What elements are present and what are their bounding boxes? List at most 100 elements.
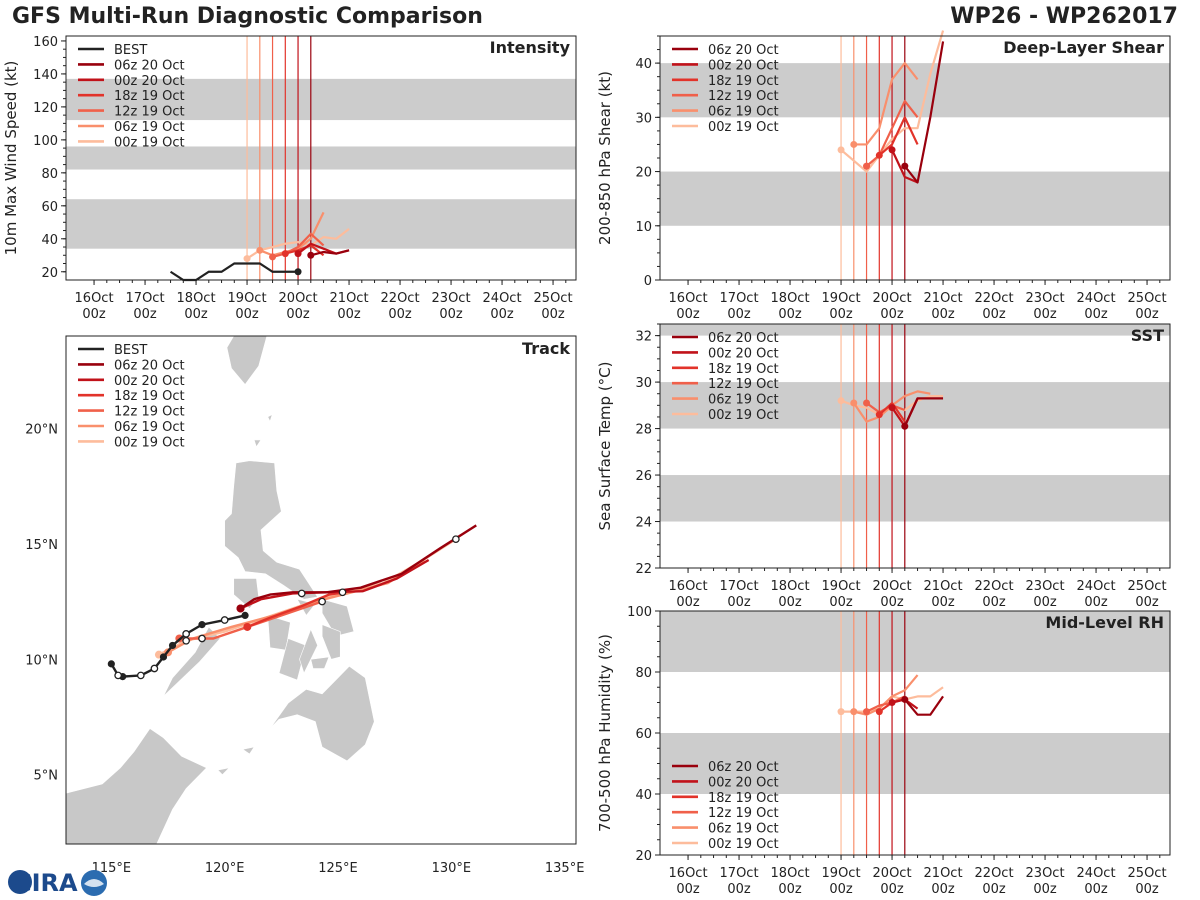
landmass xyxy=(267,413,273,423)
shade-band xyxy=(660,63,1170,118)
x-tick-hour: 00z xyxy=(82,307,106,322)
shade-band xyxy=(66,78,576,121)
legend-label: 06z 20 Oct xyxy=(114,358,185,373)
x-tick-hour: 00z xyxy=(439,307,463,322)
legend-label: 18z 19 Oct xyxy=(708,74,779,89)
legend-label: 12z 19 Oct xyxy=(114,105,185,120)
x-tick-hour: 00z xyxy=(727,882,751,897)
x-tick-label: 135°E xyxy=(545,861,585,876)
x-tick-day: 23Oct xyxy=(1026,866,1065,881)
series-point xyxy=(307,251,315,259)
x-tick-day: 18Oct xyxy=(177,291,216,306)
series-line xyxy=(840,30,945,173)
x-tick-day: 25Oct xyxy=(1128,291,1167,306)
y-tick-label: 10 xyxy=(635,220,652,235)
series-point xyxy=(901,422,909,430)
x-tick-day: 23Oct xyxy=(432,291,471,306)
x-tick-day: 18Oct xyxy=(771,291,810,306)
series-point xyxy=(888,404,896,412)
series-line xyxy=(853,674,919,716)
x-tick-hour: 00z xyxy=(1084,307,1108,322)
landmass xyxy=(269,665,375,762)
y-tick-label: 30 xyxy=(635,376,652,391)
series-point xyxy=(875,151,883,159)
track-open-point xyxy=(338,588,347,597)
series-line xyxy=(272,232,325,258)
x-tick-label: 120°E xyxy=(205,861,245,876)
landmass xyxy=(299,628,318,674)
x-tick-hour: 00z xyxy=(727,307,751,322)
y-tick-label: 10°N xyxy=(25,653,58,668)
best-track-open-point xyxy=(136,671,145,680)
series-point xyxy=(888,699,896,706)
x-tick-day: 21Oct xyxy=(924,866,963,881)
landmass xyxy=(321,598,355,637)
legend-label: 06z 20 Oct xyxy=(114,58,185,73)
y-tick-label: 20°N xyxy=(25,422,58,437)
landmass xyxy=(163,626,221,697)
panel-deep-layer-shear: 01020304016Oct00z17Oct00z18Oct00z19Oct00… xyxy=(596,30,1171,322)
landmass xyxy=(321,624,341,660)
x-tick-hour: 00z xyxy=(490,307,514,322)
series-line xyxy=(865,99,919,167)
x-tick-hour: 00z xyxy=(1084,882,1108,897)
best-track-open-point xyxy=(182,630,190,638)
legend-label: 00z 20 Oct xyxy=(708,58,779,73)
series-point xyxy=(837,146,845,154)
panel-title: Mid-Level RH xyxy=(1045,613,1164,632)
best-point xyxy=(294,268,302,276)
legend-label: 00z 19 Oct xyxy=(708,837,779,852)
best-track-open-point xyxy=(220,616,229,624)
x-tick-day: 20Oct xyxy=(873,866,912,881)
series-point xyxy=(281,250,289,258)
series-point xyxy=(901,162,909,170)
legend-label: 18z 19 Oct xyxy=(114,389,185,404)
shade-band xyxy=(660,733,1170,794)
track-line xyxy=(246,591,345,629)
legend-label: 18z 19 Oct xyxy=(708,791,779,806)
track-open-point xyxy=(452,535,460,544)
x-tick-day: 24Oct xyxy=(1077,866,1116,881)
best-track-point xyxy=(241,611,249,620)
best-track-point xyxy=(168,641,177,650)
y-axis-label: 200-850 hPa Shear (kt) xyxy=(596,71,614,245)
legend-label: 00z 19 Oct xyxy=(114,135,185,150)
series-point xyxy=(269,253,277,261)
shade-band xyxy=(66,146,576,170)
series-point xyxy=(850,140,858,148)
y-tick-label: 30 xyxy=(635,111,652,126)
x-tick-hour: 00z xyxy=(931,595,955,610)
x-tick-label: 115°E xyxy=(92,861,132,876)
landmass xyxy=(253,439,262,448)
track-line xyxy=(239,524,477,610)
x-tick-hour: 00z xyxy=(778,882,802,897)
x-tick-day: 24Oct xyxy=(1077,291,1116,306)
series-point xyxy=(837,397,845,405)
x-tick-hour: 00z xyxy=(184,307,208,322)
best-track-point xyxy=(107,660,115,668)
x-tick-day: 17Oct xyxy=(720,866,759,881)
panel-track: 115°E 120°E 125°E 130°E 135°E 5°N 10°N 15°N 20°N… xyxy=(25,335,585,876)
y-tick-label: 80 xyxy=(635,666,652,681)
x-tick-day: 24Oct xyxy=(483,291,522,306)
y-tick-label: 120 xyxy=(33,101,58,116)
x-tick-hour: 00z xyxy=(1135,307,1159,322)
x-tick-hour: 00z xyxy=(388,307,412,322)
x-tick-hour: 00z xyxy=(982,307,1006,322)
shade-band xyxy=(660,324,1170,336)
series-line xyxy=(878,116,919,157)
panel-title: SST xyxy=(1131,326,1164,345)
x-tick-day: 20Oct xyxy=(873,291,912,306)
x-tick-day: 25Oct xyxy=(1128,866,1167,881)
x-tick-hour: 00z xyxy=(286,307,310,322)
x-tick-day: 25Oct xyxy=(534,291,573,306)
y-axis-label: 10m Max Wind Speed (kt) xyxy=(2,61,20,256)
best-track-open-point xyxy=(114,671,122,680)
logo-globe-icon xyxy=(8,870,32,894)
x-tick-day: 19Oct xyxy=(822,866,861,881)
plot-frame xyxy=(659,323,1171,569)
x-tick-day: 21Oct xyxy=(924,291,963,306)
y-tick-label: 140 xyxy=(33,68,58,83)
legend-label: 00z 20 Oct xyxy=(708,775,779,790)
